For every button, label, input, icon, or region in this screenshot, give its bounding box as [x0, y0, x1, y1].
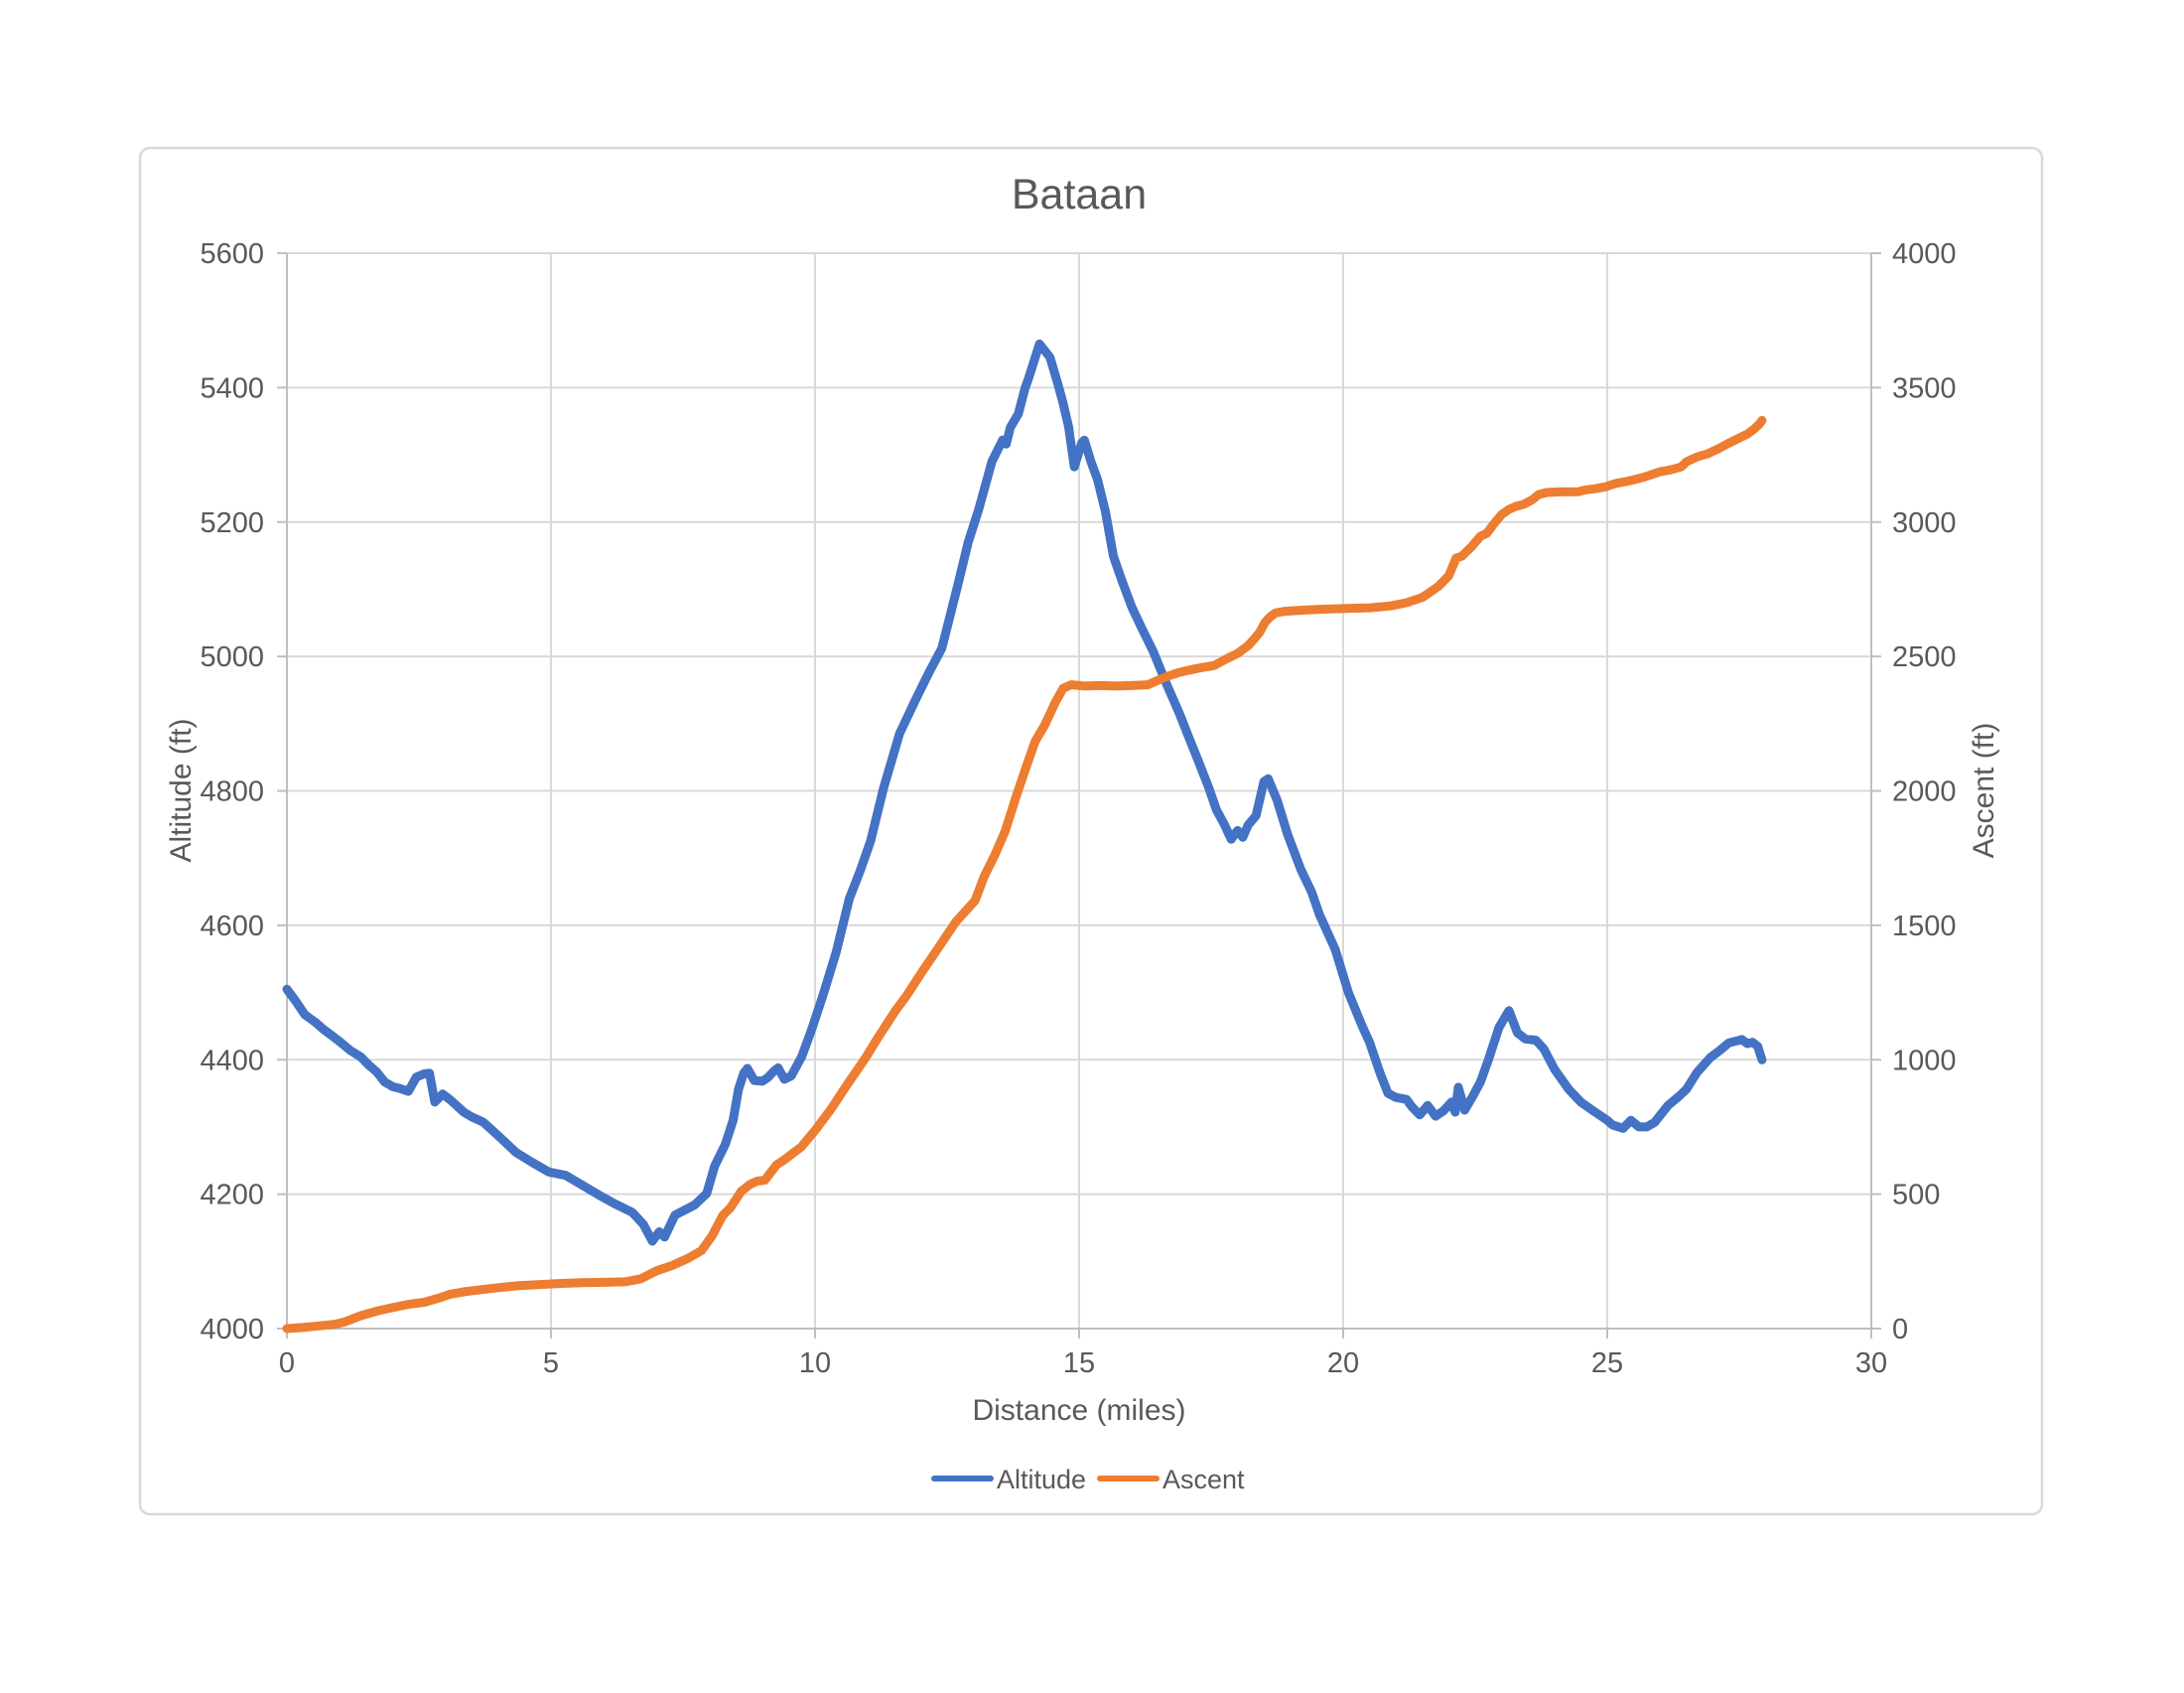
left-tick-label: 5400: [200, 372, 264, 404]
legend: Altitude Ascent: [931, 1465, 1245, 1494]
x-tick-label: 15: [1063, 1347, 1095, 1379]
ascent-series-line: [282, 415, 1767, 1334]
left-tick-label: 5600: [200, 238, 264, 270]
legend-item-ascent: Ascent: [1097, 1465, 1245, 1494]
x-tick-label: 10: [799, 1347, 831, 1379]
left-tick-label: 4000: [200, 1314, 264, 1345]
left-tick-label: 4600: [200, 911, 264, 942]
x-tick-label: 20: [1327, 1347, 1359, 1379]
left-tick-label: 4800: [200, 776, 264, 808]
x-tick-label: 30: [1855, 1347, 1887, 1379]
right-tick-label: 2500: [1892, 641, 1957, 673]
x-tick-label: 5: [543, 1347, 559, 1379]
left-tick-label: 4400: [200, 1045, 264, 1076]
gridlines: [287, 252, 1871, 1329]
tick-marks: [277, 252, 1881, 1339]
right-tick-label: 1500: [1892, 911, 1957, 942]
right-tick-label: 0: [1892, 1314, 1908, 1345]
right-tick-label: 3000: [1892, 507, 1957, 539]
ascent-legend-label: Ascent: [1162, 1465, 1245, 1494]
altitude-series-line: [282, 339, 1767, 1246]
series-lines: [282, 339, 1767, 1334]
right-tick-label: 3500: [1892, 372, 1957, 404]
right-tick-label: 4000: [1892, 238, 1957, 270]
left-y-axis-title: Altitude (ft): [165, 718, 198, 862]
right-tick-label: 500: [1892, 1180, 1940, 1211]
x-tick-label: 25: [1591, 1347, 1623, 1379]
chart-title: Bataan: [1012, 171, 1147, 218]
chart-frame: [138, 146, 2044, 1516]
x-tick-label: 0: [279, 1347, 295, 1379]
legend-item-altitude: Altitude: [931, 1465, 1086, 1494]
left-tick-label: 5000: [200, 641, 264, 673]
x-axis-title: Distance (miles): [972, 1394, 1185, 1427]
right-y-axis-title: Ascent (ft): [1968, 723, 2000, 859]
right-tick-label: 1000: [1892, 1045, 1957, 1076]
right-tick-label: 2000: [1892, 776, 1957, 808]
left-tick-label: 4200: [200, 1180, 264, 1211]
tick-labels: 4000420044004600480050005200540056000500…: [200, 238, 1956, 1379]
altitude-legend-label: Altitude: [997, 1465, 1086, 1494]
left-tick-label: 5200: [200, 507, 264, 539]
